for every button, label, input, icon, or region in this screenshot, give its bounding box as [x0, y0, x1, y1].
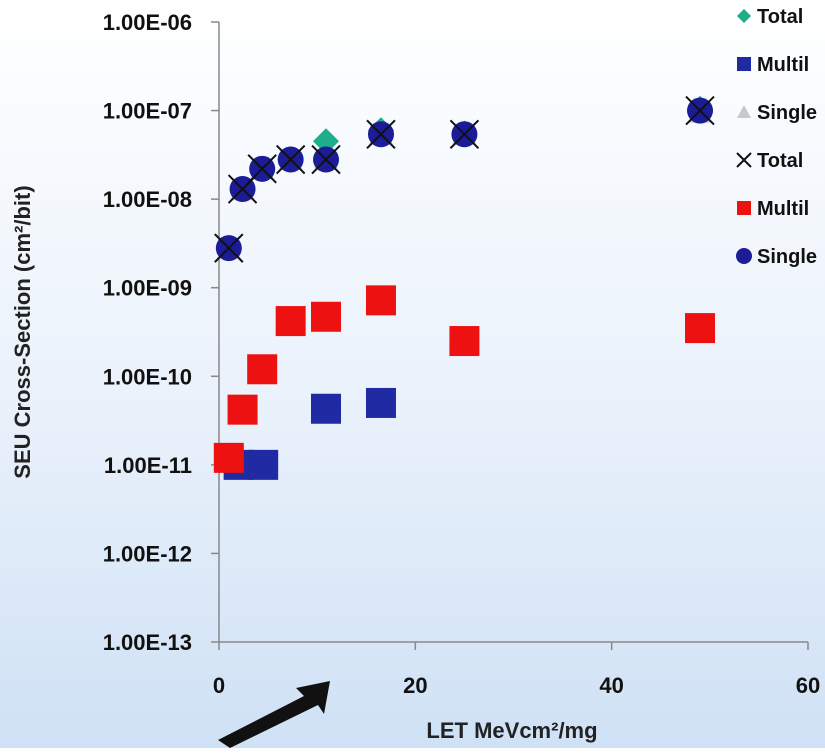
data-point-square-multil — [213, 442, 244, 473]
data-point-x-total — [275, 144, 306, 175]
y-tick-label: 1.00E-06 — [103, 10, 192, 35]
data-point-square-multil — [365, 387, 396, 418]
x-tick-label: 60 — [796, 673, 820, 698]
x-axis-label: LET MeVcm²/mg — [426, 718, 597, 743]
legend-marker — [736, 152, 752, 168]
data-point-square-multil — [365, 285, 396, 316]
data-point-square-multil — [227, 394, 258, 425]
legend-label: Total — [757, 150, 803, 172]
x-tick-label: 20 — [403, 673, 427, 698]
data-point-x-total — [449, 119, 480, 149]
legend-marker — [737, 9, 751, 23]
axes — [218, 22, 808, 643]
legend-label: Multil — [757, 198, 809, 220]
data-point-x-total — [311, 144, 341, 175]
y-tick-label: 1.00E-13 — [103, 630, 192, 655]
data-point-x-total — [214, 233, 244, 263]
legend-marker — [737, 105, 751, 118]
y-axis-label: SEU Cross-Section (cm²/bit) — [10, 185, 35, 478]
legend-marker — [737, 201, 751, 215]
data-point-x-total — [366, 119, 396, 149]
x-tick-label: 0 — [213, 673, 225, 698]
data-point-square-multil — [248, 449, 279, 480]
data-point-square-multil — [311, 393, 342, 424]
data-marks — [213, 95, 716, 480]
legend: Total Multil Single Total Multil Single — [736, 6, 817, 268]
y-tick-label: 1.00E-09 — [103, 276, 192, 301]
data-point-square-multil — [311, 301, 342, 332]
data-point-square-multil — [685, 313, 716, 344]
data-point-square-multil — [275, 306, 306, 337]
legend-label: Single — [757, 102, 817, 124]
data-point-square-multil — [247, 354, 278, 385]
y-tick-label: 1.00E-08 — [103, 187, 192, 212]
legend-label: Single — [757, 246, 817, 268]
data-point-x-total — [247, 154, 277, 184]
x-tick-label: 40 — [599, 673, 623, 698]
legend-marker — [736, 248, 752, 264]
legend-marker — [737, 57, 751, 71]
axis-ticks: 1.00E-13 1.00E-12 1.00E-11 1.00E-10 1.00E-09… — [103, 10, 821, 698]
data-point-x-total — [685, 95, 715, 126]
y-tick-label: 1.00E-10 — [103, 364, 192, 389]
arrow-shape — [218, 681, 330, 748]
legend-label: Multil — [757, 54, 809, 76]
legend-label: Total — [757, 6, 803, 28]
data-point-square-multil — [449, 326, 480, 357]
y-tick-label: 1.00E-11 — [104, 453, 192, 478]
y-tick-label: 1.00E-07 — [103, 99, 192, 124]
y-tick-label: 1.00E-12 — [103, 541, 192, 566]
data-point-diamond-total — [313, 128, 340, 155]
